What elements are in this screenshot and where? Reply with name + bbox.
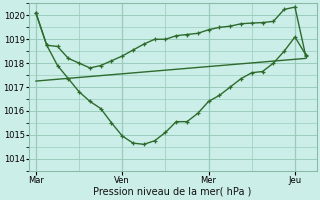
X-axis label: Pression niveau de la mer( hPa ): Pression niveau de la mer( hPa ) bbox=[93, 187, 252, 197]
